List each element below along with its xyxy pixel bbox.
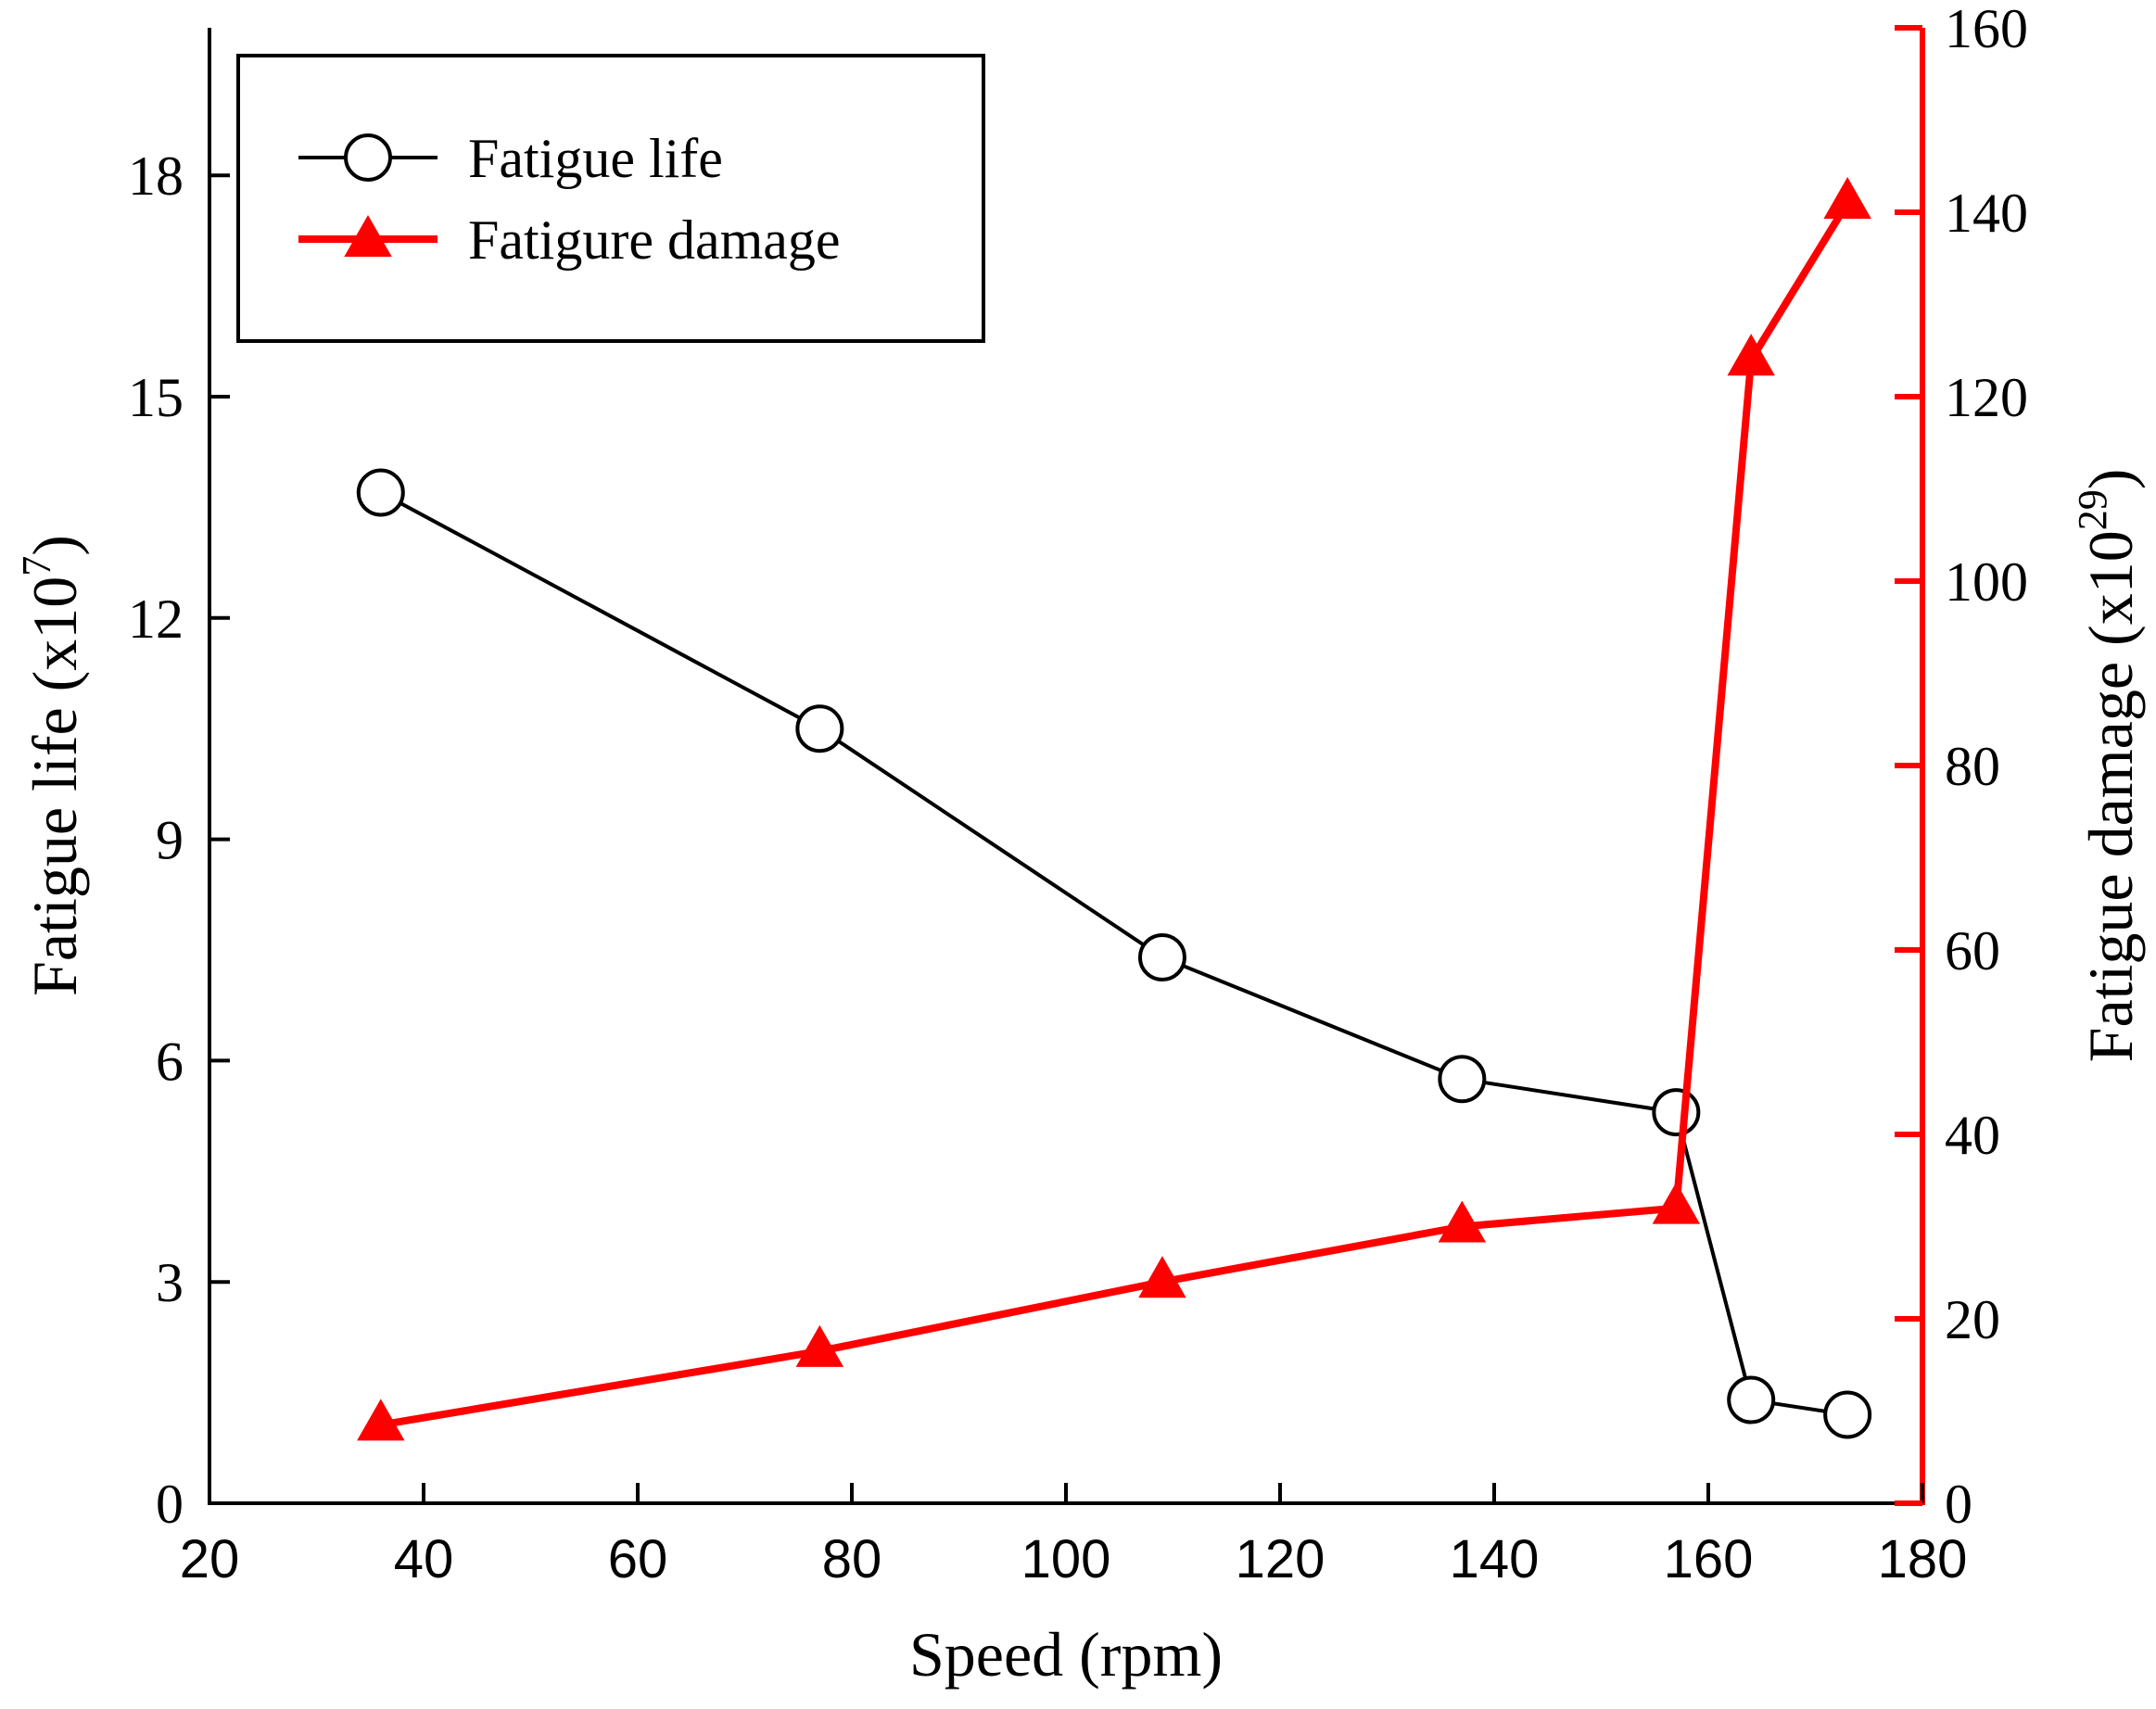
right-y-tick-label: 120 <box>1945 367 2028 428</box>
x-tick-label: 60 <box>608 1529 668 1589</box>
left-y-tick-label: 12 <box>128 589 184 650</box>
legend-entry-fatigue-damage: Fatigure damage <box>298 209 841 271</box>
left-y-tick-label: 18 <box>128 146 184 207</box>
x-tick-label: 160 <box>1664 1529 1754 1589</box>
right-y-tick-label: 40 <box>1945 1105 2000 1166</box>
data-point <box>1727 1375 1776 1424</box>
x-tick-label: 100 <box>1021 1529 1111 1589</box>
series-line <box>379 490 1848 1417</box>
x-tick-label: 120 <box>1236 1529 1325 1589</box>
data-point <box>1823 1390 1872 1439</box>
ticks: 20 40 60 80 100 120 140 160 18003691215180204060… <box>128 0 2028 1589</box>
data-point <box>357 1399 405 1441</box>
legend-entry-fatigue-life: Fatigue life <box>298 128 723 189</box>
legend-box <box>236 54 985 343</box>
right-y-axis-label-exponent: 29 <box>2070 489 2115 530</box>
series-line <box>380 200 1851 1429</box>
legend-marker-fatigue-damage <box>344 214 392 257</box>
series-fatigue-damage <box>357 177 1871 1441</box>
legend-label-fatigue-life: Fatigue life <box>468 128 723 189</box>
x-tick-label: 80 <box>822 1529 882 1589</box>
right-y-tick-label: 0 <box>1945 1474 1972 1535</box>
left-y-axis-label-exponent: 7 <box>14 556 59 576</box>
right-y-tick-label: 140 <box>1945 183 2028 244</box>
data-point <box>795 704 844 753</box>
data-point <box>1652 1088 1701 1137</box>
left-y-tick-label: 9 <box>156 810 184 871</box>
left-y-tick-label: 3 <box>156 1252 184 1313</box>
data-point <box>356 468 405 517</box>
data-point <box>1652 1182 1701 1224</box>
x-tick-label: 140 <box>1450 1529 1540 1589</box>
right-y-axis-label-close: ) <box>2075 469 2146 490</box>
left-y-tick-label: 15 <box>128 367 184 428</box>
data-point <box>1727 334 1775 376</box>
right-y-tick-label: 20 <box>1945 1289 2000 1350</box>
right-y-axis-label-main: Fatigue damage (x10 <box>2075 530 2146 1062</box>
data-point <box>1438 1055 1487 1104</box>
right-y-tick-label: 60 <box>1945 920 2000 981</box>
data-point <box>1138 1256 1186 1298</box>
legend-label-fatigue-damage: Fatigure damage <box>468 209 841 271</box>
left-y-tick-label: 6 <box>156 1031 184 1092</box>
data-point <box>795 1324 844 1367</box>
left-y-axis-label-main: Fatigue life (x10 <box>19 576 90 996</box>
legend-marker-fatigue-life <box>344 133 392 182</box>
right-y-axis-label: Fatigue damage (x1029) <box>2070 469 2146 1063</box>
x-tick-label: 180 <box>1878 1529 1968 1589</box>
data-point <box>1438 1200 1487 1243</box>
series-layer <box>356 177 1872 1441</box>
x-axis-label: Speed (rpm) <box>909 1619 1223 1690</box>
series-fatigue-life <box>356 468 1872 1439</box>
left-y-tick-label: 0 <box>156 1474 184 1535</box>
x-tick-label: 20 <box>180 1529 240 1589</box>
data-point <box>1137 932 1186 981</box>
x-tick-label: 40 <box>394 1529 454 1589</box>
left-y-axis-label: Fatigue life (x107) <box>14 535 90 996</box>
legend: Fatigue life Fatigure damage <box>236 54 985 343</box>
right-y-tick-label: 80 <box>1945 736 2000 797</box>
right-y-tick-label: 100 <box>1945 551 2028 613</box>
right-y-tick-label: 160 <box>1945 0 2028 59</box>
data-point <box>1823 177 1871 220</box>
left-y-axis-label-close: ) <box>19 535 90 556</box>
